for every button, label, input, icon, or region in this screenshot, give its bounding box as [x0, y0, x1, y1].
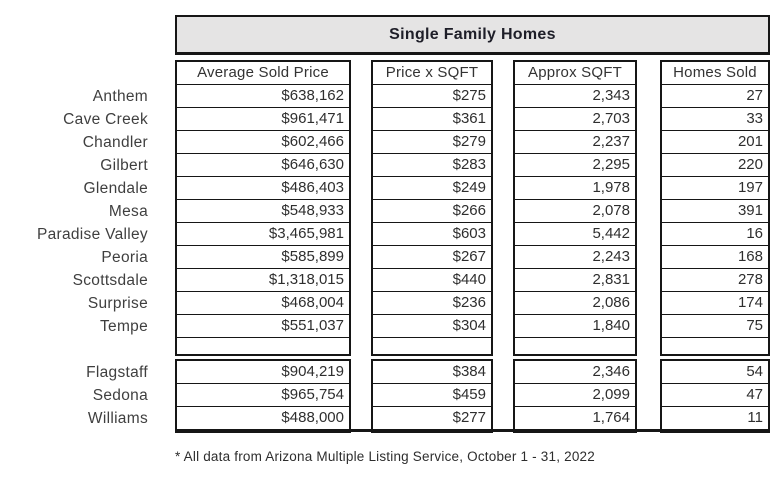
- table-cell: 2,295: [515, 154, 635, 177]
- table-cell: 11: [747, 409, 763, 426]
- table-cell: 2,703: [515, 108, 635, 131]
- table-cell: $266: [373, 200, 491, 223]
- table-cell: 174: [662, 292, 768, 315]
- table-cell: $304: [373, 315, 491, 338]
- table-cell: 201: [662, 131, 768, 154]
- table-cell: $638,162: [177, 85, 349, 108]
- table-cell: 5,442: [515, 223, 635, 246]
- blank-cell: [373, 338, 491, 354]
- table-cell: $384: [373, 361, 491, 384]
- column-box-lower: 2,346 2,099 1,764: [513, 359, 637, 433]
- table-cell: 2,346: [515, 361, 635, 384]
- table-cell: 168: [662, 246, 768, 269]
- table-cell: 197: [662, 177, 768, 200]
- table-cell: 16: [662, 223, 768, 246]
- table-cell: 391: [662, 200, 768, 223]
- table-cell: $279: [373, 131, 491, 154]
- column-box-lower: 54 47 11: [660, 359, 770, 433]
- column-header: Price x SQFT: [373, 62, 491, 85]
- row-label: Cave Creek: [63, 111, 148, 128]
- table-cell: 1,764: [592, 409, 630, 426]
- table-column-1: Average Sold Price $638,162 $961,471 $602,4…: [175, 0, 351, 492]
- column-box-upper: Average Sold Price $638,162 $961,471 $602,4…: [175, 60, 351, 356]
- column-box-upper: Price x SQFT $275 $361 $279 $283 $249 $266 $603…: [371, 60, 493, 356]
- row-label: Mesa: [108, 203, 148, 220]
- table-cell: $277: [452, 409, 486, 426]
- data-source-footnote: * All data from Arizona Multiple Listing…: [175, 449, 595, 464]
- column-box-upper: Approx SQFT 2,343 2,703 2,237 2,295 1,978 2,07…: [513, 60, 637, 356]
- row-label: Tempe: [99, 318, 148, 335]
- table-cell: 278: [662, 269, 768, 292]
- row-label: Peoria: [101, 249, 148, 266]
- row-label: Sedona: [92, 387, 148, 404]
- table-cell: $468,004: [177, 292, 349, 315]
- table-cell: 2,078: [515, 200, 635, 223]
- blank-cell: [177, 338, 349, 354]
- table-cell: $603: [373, 223, 491, 246]
- table-cell: $275: [373, 85, 491, 108]
- table-cell: 2,099: [515, 384, 635, 407]
- table-cell: $3,465,981: [177, 223, 349, 246]
- column-box-upper: Homes Sold 27 33 201 220 197 391 16 168 278 174 75: [660, 60, 770, 356]
- row-label: Gilbert: [100, 157, 148, 174]
- table-cell: 1,978: [515, 177, 635, 200]
- table-cell: 2,343: [515, 85, 635, 108]
- table-cell: $459: [373, 384, 491, 407]
- table-cell: $486,403: [177, 177, 349, 200]
- table-cell: $1,318,015: [177, 269, 349, 292]
- column-header: Approx SQFT: [515, 62, 635, 85]
- row-label: Flagstaff: [86, 364, 148, 381]
- table-cell: $585,899: [177, 246, 349, 269]
- table-cell: $646,630: [177, 154, 349, 177]
- table-cell: $283: [373, 154, 491, 177]
- table-cell: 47: [662, 384, 768, 407]
- table-cell: $488,000: [281, 409, 344, 426]
- table-cell: $961,471: [177, 108, 349, 131]
- table-cell: $440: [373, 269, 491, 292]
- row-label: Williams: [87, 410, 148, 427]
- table-cell: $267: [373, 246, 491, 269]
- table-cell: $904,219: [177, 361, 349, 384]
- row-label: Scottsdale: [72, 272, 148, 289]
- table-cell: $548,933: [177, 200, 349, 223]
- blank-cell: [662, 338, 768, 354]
- table-cell: $551,037: [177, 315, 349, 338]
- table-cell: 2,237: [515, 131, 635, 154]
- table-cell: 27: [662, 85, 768, 108]
- table-cell: 54: [662, 361, 768, 384]
- column-header: Average Sold Price: [177, 62, 349, 85]
- table-cell: 1,840: [515, 315, 635, 338]
- table-cell: 75: [662, 315, 768, 338]
- table-cell: $602,466: [177, 131, 349, 154]
- table-title: Single Family Homes: [175, 15, 770, 55]
- table-cell: $361: [373, 108, 491, 131]
- table-cell: $965,754: [177, 384, 349, 407]
- table-cell: $236: [373, 292, 491, 315]
- row-label: Glendale: [83, 180, 148, 197]
- row-labels-group-1: Anthem Cave Creek Chandler Gilbert Glendale M…: [0, 85, 148, 338]
- table-cell: 220: [662, 154, 768, 177]
- table-cell: $249: [373, 177, 491, 200]
- table-cell: 33: [662, 108, 768, 131]
- row-labels-group-2: Flagstaff Sedona Williams: [0, 361, 148, 430]
- table-column-4: Homes Sold 27 33 201 220 197 391 16 168 278 174 75 5…: [660, 0, 770, 492]
- table-column-2: Price x SQFT $275 $361 $279 $283 $249 $266 $603…: [371, 0, 493, 492]
- blank-cell: [515, 338, 635, 354]
- column-box-lower: $384 $459 $277: [371, 359, 493, 433]
- column-header: Homes Sold: [662, 62, 768, 85]
- row-label: Surprise: [87, 295, 148, 312]
- table-cell: 2,243: [515, 246, 635, 269]
- row-label: Paradise Valley: [36, 226, 148, 243]
- table-column-3: Approx SQFT 2,343 2,703 2,237 2,295 1,978 2,07…: [513, 0, 637, 492]
- column-box-lower: $904,219 $965,754 $488,000: [175, 359, 351, 433]
- row-label: Anthem: [92, 88, 148, 105]
- table-cell: 2,086: [515, 292, 635, 315]
- row-label: Chandler: [82, 134, 148, 151]
- table-cell: 2,831: [515, 269, 635, 292]
- table-bottom-rule: [175, 429, 770, 432]
